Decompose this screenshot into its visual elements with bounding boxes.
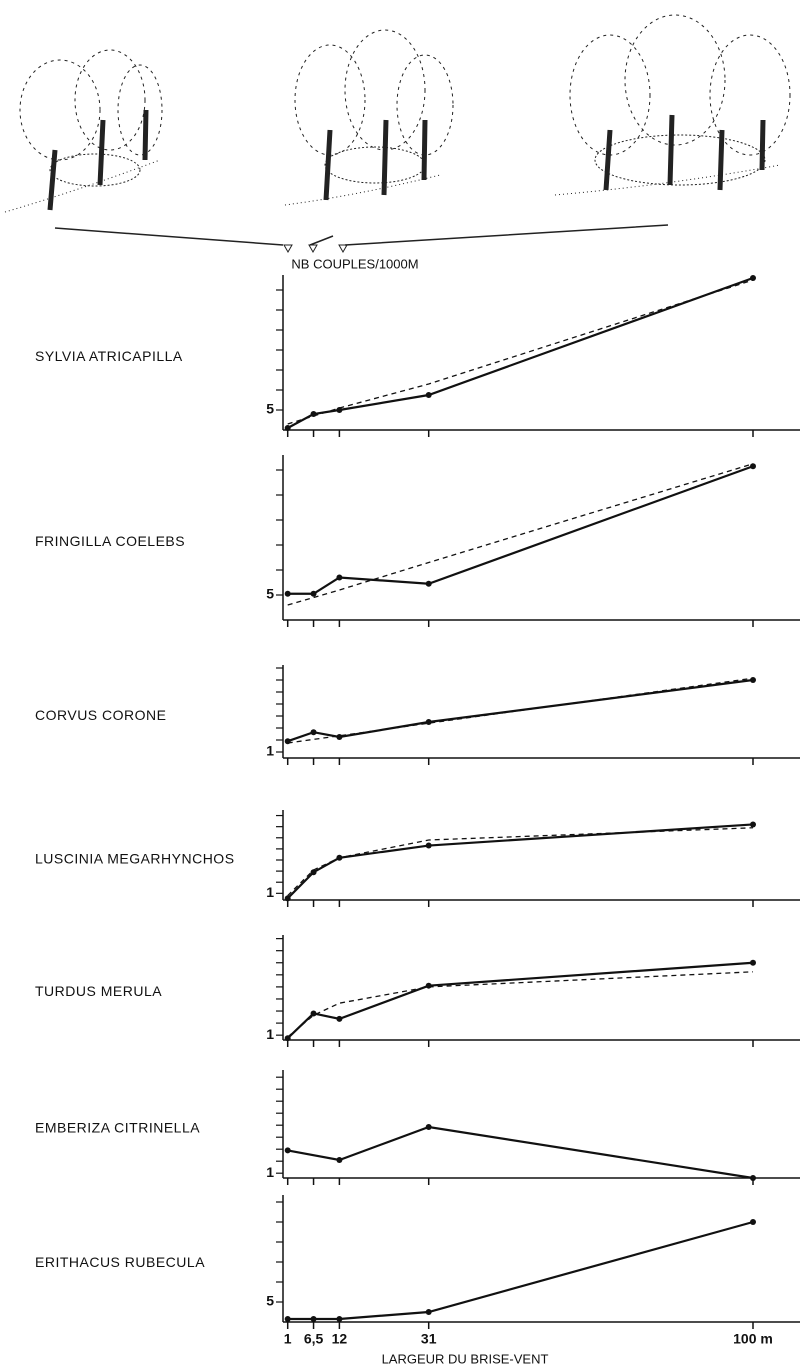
data-point xyxy=(750,1175,756,1181)
chart-title: LUSCINIA MEGARHYNCHOS xyxy=(35,851,235,867)
data-point xyxy=(425,1124,432,1130)
data-point xyxy=(750,821,756,828)
data-point xyxy=(336,1316,343,1322)
data-point xyxy=(310,869,317,876)
y-axis-label: NB COUPLES/1000M xyxy=(291,256,418,271)
x-tick-label: 1 xyxy=(284,1331,292,1347)
data-line xyxy=(287,1125,754,1180)
data-point xyxy=(284,1035,291,1042)
hedge-wide xyxy=(554,14,791,196)
y-tick-label: 1 xyxy=(266,884,274,900)
trend-line xyxy=(287,463,754,606)
x-tick-label: 100 m xyxy=(733,1331,773,1347)
data-point xyxy=(310,1010,317,1017)
x-tick-label: 6,5 xyxy=(304,1331,324,1347)
data-point xyxy=(750,275,756,281)
y-tick-label: 5 xyxy=(266,401,274,417)
chart-title: TURDUS MERULA xyxy=(35,983,162,999)
trend-line xyxy=(287,971,754,1038)
y-tick-label: 1 xyxy=(266,1026,274,1042)
data-point xyxy=(336,734,343,740)
hedge-narrow xyxy=(4,49,163,213)
data-point xyxy=(310,590,317,597)
chart-title: SYLVIA ATRICAPILLA xyxy=(35,348,183,364)
data-point xyxy=(284,1316,291,1322)
data-point xyxy=(425,982,432,989)
data-point xyxy=(425,392,432,398)
y-tick-label: 1 xyxy=(266,1164,274,1180)
data-point xyxy=(284,1147,291,1154)
trend-line xyxy=(287,279,754,425)
data-point xyxy=(750,677,756,683)
data-line xyxy=(287,1220,754,1321)
x-tick-label: 12 xyxy=(332,1331,348,1347)
data-line xyxy=(287,465,754,595)
chart-title: FRINGILLA COELEBS xyxy=(35,533,185,549)
data-point xyxy=(425,580,432,587)
data-point xyxy=(284,590,291,597)
data-point xyxy=(750,1219,756,1225)
x-tick-label: 31 xyxy=(421,1331,437,1347)
data-point xyxy=(425,842,432,849)
data-point xyxy=(425,719,432,725)
data-line xyxy=(286,823,754,900)
data-point xyxy=(425,1309,432,1315)
chart-title: EMBERIZA CITRINELLA xyxy=(35,1120,200,1136)
data-point xyxy=(336,1157,343,1163)
data-point xyxy=(284,895,291,902)
chart-title: ERITHACUS RUBECULA xyxy=(35,1254,205,1270)
data-point xyxy=(336,1015,343,1022)
data-point xyxy=(750,959,756,966)
trend-line xyxy=(287,827,754,897)
y-tick-label: 1 xyxy=(266,743,274,759)
hedge-medium xyxy=(284,29,454,206)
pointer-triangles xyxy=(283,244,348,254)
data-point xyxy=(310,729,317,736)
y-tick-label: 5 xyxy=(266,586,274,602)
data-point xyxy=(336,574,343,581)
data-line xyxy=(287,276,754,429)
chart-title: CORVUS CORONE xyxy=(35,707,166,723)
x-axis-label: LARGEUR DU BRISE-VENT xyxy=(382,1351,549,1366)
data-line xyxy=(286,961,754,1039)
pointer-lines xyxy=(54,224,669,246)
data-point xyxy=(336,407,343,413)
data-point xyxy=(750,463,756,470)
data-point xyxy=(284,425,291,431)
hedge-illustrations xyxy=(4,14,791,254)
y-tick-label: 5 xyxy=(266,1293,274,1309)
data-point xyxy=(310,1316,317,1322)
